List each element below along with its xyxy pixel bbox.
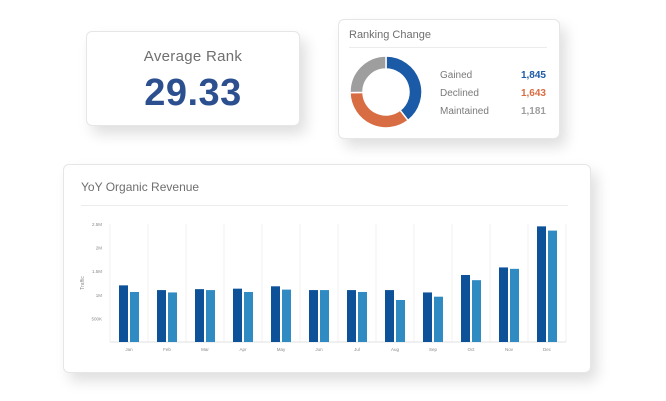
legend-label-maintained: Maintained (440, 106, 489, 117)
bar-nov-series-2 (510, 268, 519, 342)
legend-row-maintained: Maintained 1,181 (440, 106, 546, 120)
bar-sep-series-1 (423, 292, 432, 342)
x-tick-label: Jun (315, 347, 323, 352)
bar-feb-series-2 (168, 292, 177, 342)
legend-label-declined: Declined (440, 88, 479, 99)
bar-may-series-1 (271, 286, 280, 342)
x-tick-label: Aug (391, 347, 400, 352)
legend-row-gained: Gained 1,845 (440, 70, 546, 84)
bar-jul-series-2 (358, 291, 367, 342)
bar-feb-series-1 (157, 290, 166, 342)
donut-slice-declined (349, 91, 410, 129)
revenue-chart-title: YoY Organic Revenue (81, 180, 200, 194)
legend-value-gained: 1,845 (520, 70, 546, 81)
y-tick-label: 500K (91, 316, 102, 321)
donut-slice-gained (385, 55, 423, 122)
bar-jan-series-2 (130, 291, 139, 342)
bar-aug-series-2 (396, 299, 405, 342)
legend-value-declined: 1,643 (520, 88, 546, 99)
y-tick-label: 2M (96, 246, 103, 251)
legend-label-gained: Gained (440, 70, 473, 81)
donut-slice-maintained (349, 55, 387, 94)
y-tick-label: 1M (96, 293, 103, 298)
bar-mar-series-1 (195, 289, 204, 342)
x-tick-label: Nov (505, 347, 514, 352)
revenue-title-divider (81, 205, 568, 206)
average-rank-value: 29.33 (144, 72, 242, 114)
legend-value-maintained: 1,181 (520, 106, 546, 117)
x-tick-label: Mar (201, 347, 209, 352)
x-tick-label: May (277, 347, 286, 352)
yoy-organic-revenue-card: YoY Organic Revenue 500K 1M 1.5M 2M 2.5M Traf… (63, 164, 591, 373)
average-rank-card: Average Rank 29.33 (86, 31, 300, 126)
bar-apr-series-1 (233, 288, 242, 342)
bar-dec-series-2 (548, 230, 557, 342)
bar-jul-series-1 (347, 290, 356, 342)
ranking-change-title: Ranking Change (349, 29, 431, 41)
bar-jun-series-2 (320, 290, 329, 342)
average-rank-title: Average Rank (143, 48, 243, 65)
x-tick-label: Sep (429, 347, 438, 352)
bar-dec-series-1 (537, 226, 546, 342)
x-tick-label: Oct (467, 347, 475, 352)
bar-jan-series-1 (119, 285, 128, 342)
bar-oct-series-2 (472, 280, 481, 342)
x-tick-label: Feb (163, 347, 171, 352)
bar-mar-series-2 (206, 290, 215, 342)
bar-oct-series-1 (461, 274, 470, 342)
x-tick-label: Jan (125, 347, 133, 352)
bar-may-series-2 (282, 289, 291, 342)
x-tick-label: Apr (239, 347, 247, 352)
bar-sep-series-2 (434, 296, 443, 342)
bar-apr-series-2 (244, 291, 253, 342)
ranking-change-donut-chart (349, 55, 423, 129)
bar-aug-series-1 (385, 290, 394, 342)
ranking-change-card: Ranking Change Gained 1,845 Declined 1,6… (338, 19, 560, 139)
ranking-change-divider (349, 47, 547, 48)
x-tick-label: Dec (543, 347, 552, 352)
y-tick-label: 1.5M (92, 269, 102, 274)
y-tick-label: 2.5M (92, 222, 102, 227)
legend-row-declined: Declined 1,643 (440, 88, 546, 102)
revenue-bar-chart: 500K 1M 1.5M 2M 2.5M Traffic Jan Feb Mar Apr May Ju… (80, 222, 567, 352)
bar-jun-series-1 (309, 290, 318, 342)
bar-nov-series-1 (499, 267, 508, 342)
x-tick-label: Jul (354, 347, 360, 352)
y-axis-label: Traffic (80, 276, 86, 290)
